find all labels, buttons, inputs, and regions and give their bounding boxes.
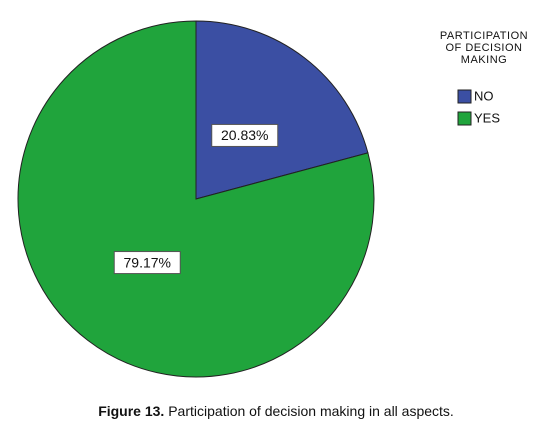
legend-title: MAKING [461, 54, 507, 66]
pie-slice [17, 20, 375, 378]
legend-swatch [457, 111, 472, 126]
data-label: 20.83% [221, 127, 268, 143]
legend-title: OF DECISION [445, 42, 522, 54]
caption-label: Figure 13. [98, 403, 164, 419]
caption-text: Participation of decision making in all … [168, 403, 454, 419]
legend-label: YES [474, 110, 500, 125]
pie-slice [195, 20, 369, 200]
legend-swatch [457, 89, 472, 104]
data-label: 79.17% [124, 254, 171, 270]
legend-title: PARTICIPATION [440, 30, 528, 42]
legend-label: NO [474, 88, 494, 103]
caption: Figure 13. Participation of decision mak… [98, 403, 454, 419]
label-box [113, 251, 181, 275]
label-box [211, 123, 279, 147]
